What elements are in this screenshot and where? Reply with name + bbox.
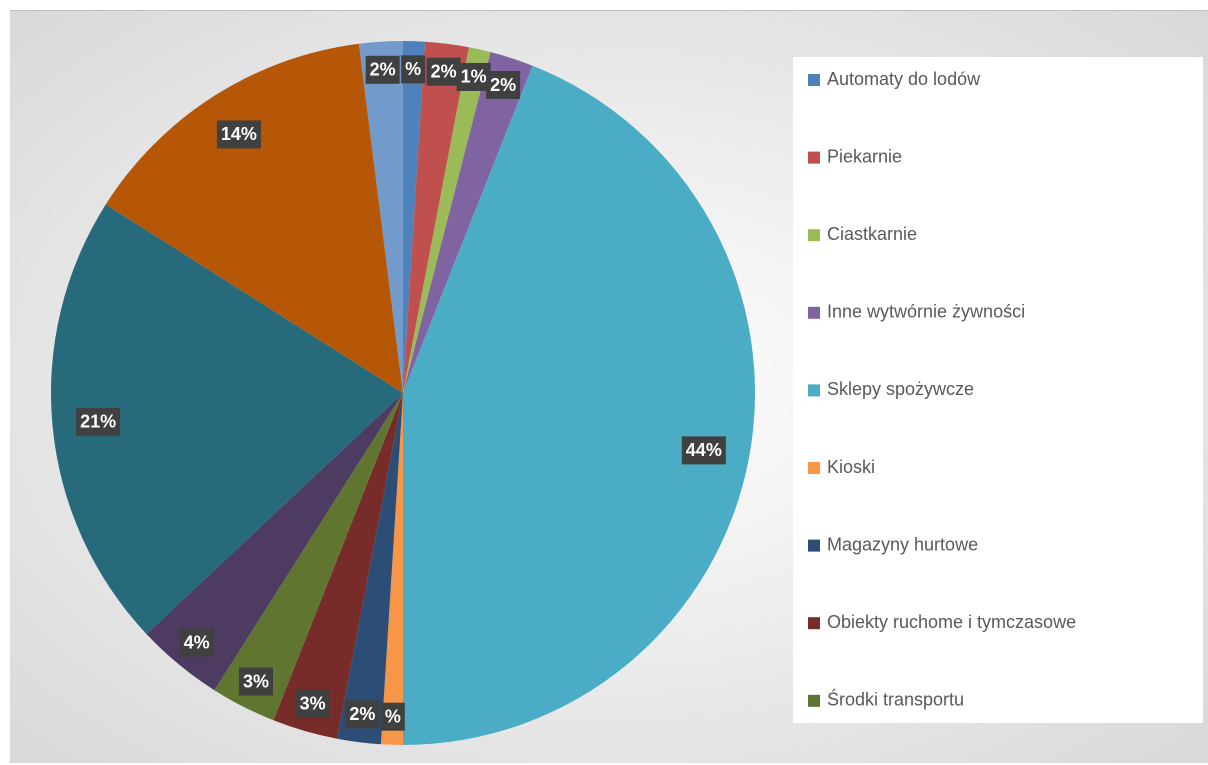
legend-swatch — [808, 306, 820, 319]
pie-slice — [337, 393, 403, 745]
legend-swatch — [808, 694, 820, 707]
data-label: 2% — [490, 75, 516, 95]
legend-label: Automaty do lodów — [827, 69, 981, 89]
data-label-bg — [295, 689, 330, 718]
data-label-bg — [456, 62, 491, 91]
pie-slice — [403, 52, 533, 394]
legend-label: Inne wytwórnie żywności — [827, 302, 1025, 322]
data-label: 1% — [461, 67, 487, 87]
pie-slice — [214, 393, 403, 721]
pie-slice — [105, 43, 403, 393]
pie-slice — [380, 393, 403, 745]
legend-label: Magazyny hurtowe — [827, 534, 978, 554]
data-label-bg — [345, 700, 380, 729]
pie-slice — [403, 41, 469, 394]
data-label: 2% — [431, 61, 457, 81]
data-label: 3% — [243, 671, 269, 691]
pie-slice — [273, 393, 403, 739]
pie-slice — [51, 204, 403, 634]
data-label-bg — [238, 667, 273, 696]
legend-swatch — [808, 462, 820, 474]
data-label-bg — [426, 57, 461, 86]
legend-label: Sklepy spożywcze — [827, 379, 974, 399]
data-label-bg — [380, 702, 405, 731]
legend-swatch — [808, 151, 820, 164]
data-label-bg — [76, 407, 121, 436]
data-label-bg — [401, 55, 426, 84]
pie-slice — [358, 41, 403, 393]
data-label: 14% — [221, 124, 257, 144]
pie-slice — [146, 393, 403, 691]
data-label: 2% — [370, 60, 396, 80]
legend-swatch — [808, 617, 820, 630]
legend-swatch — [808, 539, 820, 552]
legend-label: Środki transportu — [827, 689, 964, 710]
legend-label: Ciastkarnie — [827, 224, 917, 244]
legend-label: Kioski — [827, 457, 875, 477]
legend-swatch — [808, 384, 820, 397]
data-label: 3% — [300, 694, 326, 714]
data-label-bg — [681, 436, 726, 465]
pie-slice — [403, 47, 491, 393]
data-label: 21% — [80, 412, 116, 432]
legend-label: Obiekty ruchome i tymczasowe — [827, 612, 1076, 632]
legend-swatch — [808, 74, 820, 86]
data-label: % — [385, 706, 401, 726]
legend-label: Piekarnie — [827, 146, 902, 166]
data-label: 44% — [686, 440, 722, 460]
data-label: % — [405, 59, 421, 79]
data-label-bg — [216, 120, 261, 149]
legend-swatch — [808, 229, 820, 242]
data-label: 4% — [184, 632, 210, 652]
data-label-bg — [365, 55, 400, 84]
data-label: 2% — [349, 704, 375, 724]
legend-box — [793, 57, 1203, 723]
pie-slice — [403, 41, 426, 393]
pie-slice — [403, 65, 756, 745]
data-label-bg — [179, 628, 214, 657]
data-label-bg — [486, 71, 521, 100]
